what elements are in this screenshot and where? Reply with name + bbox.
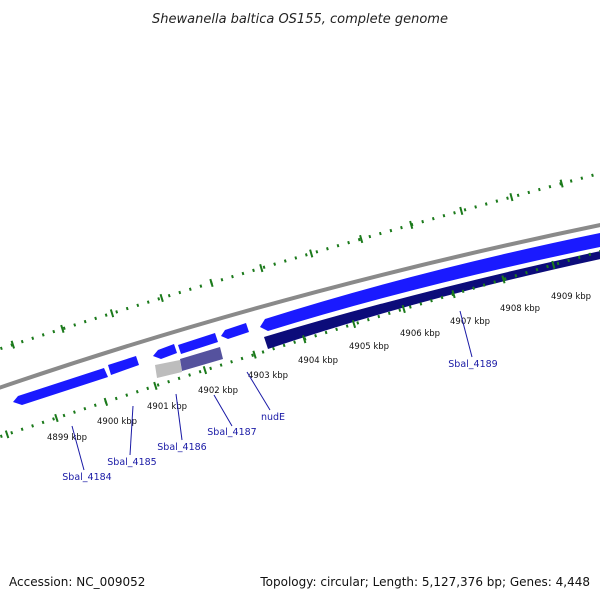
inner-major-tick-2	[103, 397, 109, 406]
kbp-scale-labels: 4899 kbp 4900 kbp 4901 kbp 4902 kbp 4903…	[47, 292, 591, 443]
gene-sbal-4186-forward-arrow[interactable]	[153, 344, 177, 359]
tick-label-4900: 4900 kbp	[97, 417, 137, 427]
outer-major-tick-10	[509, 193, 514, 202]
gene-nude-box[interactable]	[180, 347, 223, 371]
inner-major-tick-11	[551, 260, 556, 269]
tick-label-4906: 4906 kbp	[400, 329, 440, 339]
tick-label-4904: 4904 kbp	[298, 356, 338, 366]
map-title: Shewanella baltica OS155, complete genom…	[152, 12, 448, 27]
forward-strand-genes	[13, 232, 600, 405]
leader-nude	[246, 371, 271, 411]
leader-sbal-4187	[213, 394, 233, 427]
gene-label-sbal-4186[interactable]: Sbal_4186	[157, 442, 206, 453]
genome-backbone	[0, 222, 600, 390]
leader-sbal-4186	[175, 393, 183, 441]
outer-major-tick-8	[409, 220, 414, 229]
outer-major-tick-9	[459, 206, 464, 216]
outer-major-tick-5	[259, 263, 264, 273]
inner-major-tick-8	[401, 304, 406, 314]
outer-major-tick-0	[10, 340, 16, 349]
leader-sbal-4185	[129, 405, 134, 456]
tick-label-4905: 4905 kbp	[349, 342, 389, 352]
inner-major-tick-9	[451, 289, 456, 299]
inner-major-tick-7	[351, 319, 357, 329]
gene-label-sbal-4187[interactable]: Sbal_4187	[207, 427, 256, 438]
tick-label-4909: 4909 kbp	[551, 292, 591, 302]
tick-label-4903: 4903 kbp	[248, 371, 288, 381]
gene-label-nude[interactable]: nudE	[261, 412, 285, 423]
gene-label-sbal-4185[interactable]: Sbal_4185	[107, 457, 156, 468]
tick-label-4899: 4899 kbp	[47, 433, 87, 443]
outer-major-ticks	[10, 179, 564, 349]
inner-major-tick-10	[501, 275, 506, 284]
gene-label-sbal-4184[interactable]: Sbal_4184	[62, 472, 111, 483]
gene-sbal-4184-arrow[interactable]	[13, 368, 108, 405]
outer-major-tick-2	[109, 309, 115, 318]
genome-summary-text: Topology: circular; Length: 5,127,376 bp…	[259, 575, 590, 589]
outer-major-tick-3	[159, 293, 164, 303]
inner-major-tick-6	[302, 335, 307, 344]
inner-major-tick-4	[202, 366, 208, 375]
tick-label-4908: 4908 kbp	[500, 304, 540, 314]
inner-major-tick-0	[4, 430, 10, 439]
gene-forward-arrow[interactable]	[221, 323, 249, 339]
accession-text: Accession: NC_009052	[9, 575, 145, 589]
outer-major-tick-4	[209, 278, 214, 288]
gene-long-forward-arrow[interactable]	[260, 232, 600, 331]
gene-sbal-4187-arrow[interactable]	[178, 333, 218, 354]
gene-label-sbal-4189[interactable]: Sbal_4189	[448, 359, 497, 370]
tick-label-4901: 4901 kbp	[147, 402, 187, 412]
outer-major-tick-6	[309, 249, 314, 258]
label-leader-lines	[71, 310, 473, 471]
leader-sbal-4189	[459, 310, 473, 358]
inner-major-tick-5	[252, 350, 257, 359]
gene-pseudo-box[interactable]	[155, 360, 182, 378]
leader-sbal-4184	[71, 425, 85, 471]
inner-major-tick-3	[153, 381, 158, 391]
tick-label-4907: 4907 kbp	[450, 317, 490, 327]
gene-labels: Sbal_4184 Sbal_4185 Sbal_4186 Sbal_4187 …	[62, 359, 497, 483]
outer-major-tick-11	[559, 179, 564, 188]
outer-major-tick-1	[60, 324, 65, 333]
inner-major-tick-1	[54, 413, 59, 423]
tick-label-4902: 4902 kbp	[198, 386, 238, 396]
reverse-strand-genes	[155, 251, 600, 378]
inner-major-ticks	[4, 260, 556, 439]
outer-major-tick-7	[359, 234, 364, 244]
gene-sbal-4185-arrow[interactable]	[108, 356, 139, 375]
